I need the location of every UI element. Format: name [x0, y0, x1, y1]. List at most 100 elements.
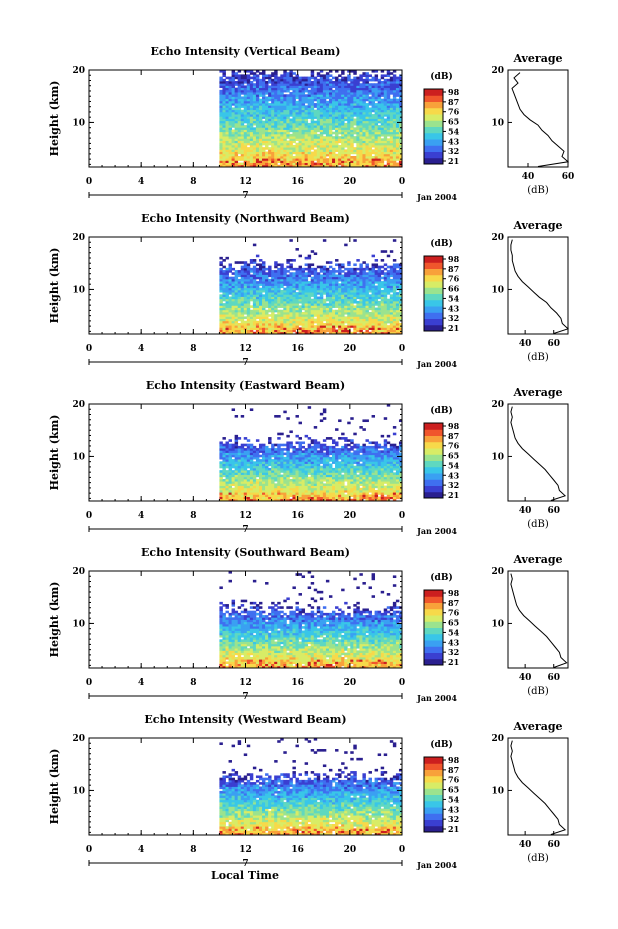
heatmap-cell — [371, 283, 376, 286]
heatmap-cell — [338, 162, 342, 166]
heatmap-cell — [362, 133, 366, 137]
heatmap-cell — [246, 129, 251, 133]
heatmap-cell — [371, 89, 376, 93]
heatmap-cell — [268, 85, 272, 89]
heatmap-cell — [344, 498, 348, 502]
heatmap-cell — [392, 78, 397, 82]
heatmap-cell — [237, 103, 242, 106]
heatmap-cell — [246, 160, 251, 163]
heatmap-cell — [307, 151, 312, 155]
heatmap-cell — [280, 272, 284, 275]
heatmap-cell — [304, 107, 309, 111]
heatmap-cell — [347, 125, 351, 128]
heatmap-cell — [362, 272, 366, 275]
heatmap-cell — [332, 149, 336, 152]
heatmap-cell — [313, 96, 318, 100]
heatmap-cell — [344, 307, 348, 311]
heatmap-cell — [350, 305, 354, 308]
heatmap-cell — [289, 309, 293, 313]
heatmap-cell — [292, 300, 296, 304]
heatmap-cell — [286, 151, 290, 155]
heatmap-cell — [268, 287, 272, 291]
heatmap-cell — [304, 325, 309, 328]
colorbar-tick-label: 98 — [448, 254, 460, 264]
heatmap-cell — [328, 144, 333, 148]
heatmap-cell — [258, 100, 263, 104]
heatmap-cell — [341, 327, 345, 330]
heatmap-cell — [335, 111, 339, 115]
heatmap-cell — [310, 87, 315, 91]
heatmap-cell — [322, 138, 327, 141]
heatmap-cell — [395, 327, 400, 330]
heatmap-cell — [389, 489, 394, 493]
heatmap-cell — [219, 296, 223, 300]
heatmap-cell — [356, 303, 360, 306]
heatmap-cell — [240, 74, 245, 78]
heatmap-cell — [222, 125, 226, 128]
heatmap-cell — [295, 287, 299, 291]
heatmap-cell — [258, 120, 263, 124]
heatmap-cell — [377, 158, 382, 161]
heatmap-cell — [225, 296, 229, 300]
heatmap-cell — [353, 164, 357, 168]
heatmap-cell — [225, 298, 229, 302]
heatmap-cell — [332, 160, 336, 163]
heatmap-cell — [365, 89, 369, 93]
heatmap-cell — [301, 131, 306, 135]
average-profile-line — [511, 72, 570, 167]
heatmap-cell — [313, 294, 318, 297]
heatmap-cell — [313, 496, 318, 500]
heatmap-cell — [255, 276, 260, 280]
heatmap-cell — [292, 281, 296, 284]
heatmap-cell — [365, 138, 369, 141]
heatmap-cell — [322, 149, 327, 152]
heatmap-cell — [374, 270, 379, 273]
heatmap-cell — [243, 274, 248, 278]
heatmap-cell — [292, 129, 296, 133]
heatmap-cell — [252, 265, 257, 269]
heatmap-cell — [228, 485, 232, 489]
heatmap-cell — [301, 296, 306, 300]
heatmap-cell — [225, 487, 229, 491]
heatmap-cell — [347, 311, 351, 315]
heatmap-cell — [392, 147, 397, 150]
heatmap-cell — [325, 125, 330, 128]
heatmap-cell — [237, 133, 242, 137]
heatmap-cell — [298, 320, 302, 324]
heatmap-cell — [274, 158, 278, 161]
x-tick-label: 4 — [138, 177, 144, 187]
heatmap-cell — [389, 314, 394, 317]
heatmap-cell — [301, 485, 306, 489]
heatmap-cell — [338, 107, 342, 111]
heatmap-cell — [371, 311, 376, 315]
heatmap-cell — [277, 305, 281, 308]
heatmap-cell — [274, 494, 278, 497]
heatmap-cell — [295, 138, 299, 141]
heatmap-cell — [295, 485, 299, 489]
heatmap-cell — [252, 305, 257, 308]
heatmap-cell — [265, 107, 269, 111]
heatmap-cell — [246, 89, 251, 93]
heatmap-cell — [240, 292, 245, 295]
heatmap-cell — [258, 314, 263, 317]
heatmap-cell — [268, 314, 272, 317]
heatmap-cell — [313, 114, 318, 117]
heatmap-cell — [307, 263, 312, 267]
heatmap-cell — [258, 103, 263, 106]
heatmap-cell — [280, 322, 284, 326]
heatmap-cell — [310, 489, 315, 493]
heatmap-cell — [243, 147, 248, 150]
heatmap-cell — [255, 492, 260, 495]
heatmap-cell — [325, 296, 330, 300]
heatmap-cell — [335, 92, 339, 95]
heatmap-cell — [359, 305, 363, 308]
heatmap-cell — [328, 320, 333, 324]
heatmap-cell — [255, 327, 260, 330]
heatmap-cell — [228, 270, 232, 273]
heatmap-cell — [338, 300, 342, 304]
day-label: 7 — [242, 191, 248, 201]
heatmap-cell — [286, 120, 290, 124]
heatmap-cell — [325, 151, 330, 155]
heatmap-cell — [313, 78, 318, 82]
heatmap-cell — [380, 492, 385, 495]
